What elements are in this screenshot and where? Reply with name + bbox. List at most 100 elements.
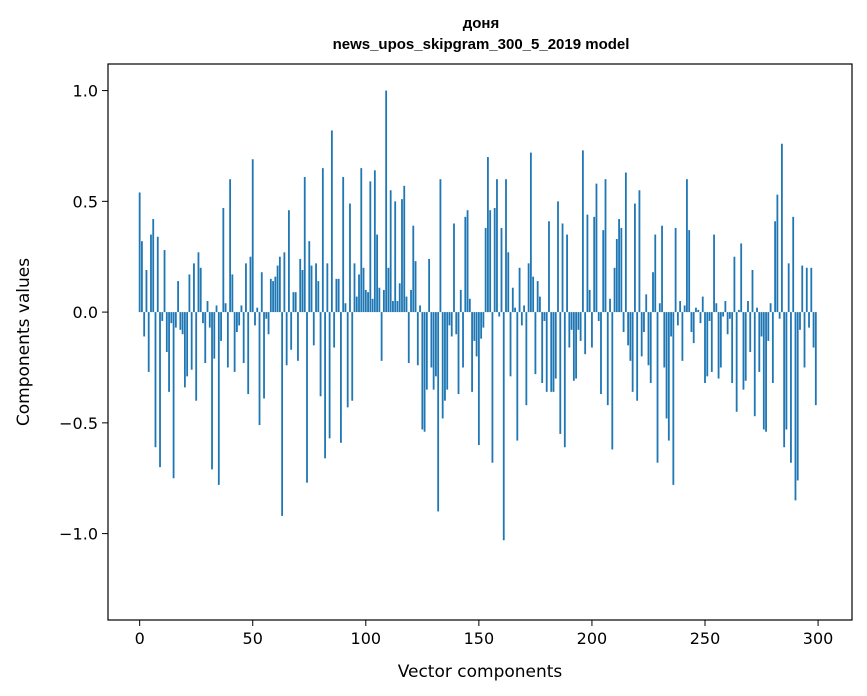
bar	[543, 312, 546, 321]
bar	[328, 312, 331, 439]
bar	[466, 210, 469, 313]
bar	[240, 305, 243, 313]
bar	[177, 281, 180, 313]
bar	[516, 312, 519, 441]
bar	[204, 312, 207, 364]
bar	[740, 243, 743, 313]
bar	[351, 312, 354, 401]
bar	[520, 312, 523, 326]
bar	[437, 312, 440, 512]
bar	[373, 170, 376, 313]
bar	[222, 207, 225, 313]
bar	[749, 312, 752, 352]
bar	[272, 281, 274, 313]
bar	[308, 241, 311, 313]
bar	[656, 312, 659, 463]
bar	[459, 289, 462, 313]
x-axis-label: Vector components	[398, 662, 563, 682]
chart-title: доня	[463, 15, 500, 32]
bar	[500, 227, 503, 313]
bar	[423, 312, 426, 432]
bar	[401, 199, 403, 313]
bar	[172, 312, 175, 479]
bar	[238, 312, 241, 326]
bar	[767, 312, 770, 341]
bar	[482, 312, 485, 328]
bar	[568, 312, 571, 348]
bar	[588, 289, 591, 313]
bar	[643, 312, 645, 333]
bar	[570, 312, 573, 330]
bar	[627, 312, 630, 346]
bar	[468, 298, 471, 313]
bar	[156, 236, 159, 313]
bar	[803, 312, 806, 368]
bar	[776, 194, 779, 313]
bar	[193, 263, 195, 313]
bar	[398, 283, 401, 313]
bar	[419, 305, 421, 313]
bar	[663, 312, 666, 368]
bar	[152, 219, 155, 313]
x-tick-label: 150	[464, 629, 495, 648]
bar	[310, 265, 313, 313]
bar	[274, 276, 277, 313]
bar	[181, 312, 184, 335]
bar	[197, 252, 200, 313]
bar	[550, 312, 553, 392]
bar	[154, 312, 157, 448]
bar	[771, 312, 774, 383]
bar	[285, 312, 288, 366]
bar	[717, 312, 720, 379]
y-tick-label: 1.0	[73, 82, 98, 101]
bar	[208, 312, 211, 328]
bar	[667, 312, 670, 441]
bar	[498, 312, 501, 317]
bar	[747, 301, 749, 313]
bar	[814, 312, 817, 406]
bar	[233, 312, 236, 372]
bar	[557, 201, 559, 313]
bar	[231, 274, 234, 313]
bar	[455, 312, 458, 335]
bar	[251, 159, 254, 313]
bar	[688, 230, 691, 313]
bar	[670, 312, 672, 337]
bar	[405, 296, 408, 313]
bar	[611, 312, 614, 450]
bar	[360, 168, 363, 313]
bar	[392, 301, 394, 313]
bar	[618, 219, 620, 313]
bar	[692, 312, 695, 344]
bar	[450, 312, 453, 337]
bar	[457, 312, 460, 395]
y-tick-label: −0.5	[59, 414, 98, 433]
bar	[742, 312, 745, 390]
bar	[326, 263, 329, 313]
x-tick-label: 50	[243, 629, 263, 648]
bar	[396, 301, 399, 313]
y-tick-label: 0.5	[73, 192, 98, 211]
y-axis-label: Components values	[14, 258, 34, 426]
bar	[446, 312, 449, 390]
bar	[532, 276, 535, 313]
bar	[306, 312, 308, 483]
bar	[188, 274, 191, 313]
bar	[704, 312, 706, 383]
bar	[321, 168, 324, 313]
bar-series	[138, 90, 817, 541]
bar	[174, 312, 177, 328]
bar	[765, 312, 767, 432]
bar	[545, 312, 548, 392]
bar	[315, 263, 317, 313]
bar	[369, 181, 372, 313]
bar	[475, 312, 478, 357]
bar	[453, 223, 455, 313]
bar	[647, 312, 650, 366]
bar	[403, 185, 406, 313]
bar	[758, 312, 761, 372]
plot-frame	[107, 63, 853, 621]
bar	[523, 305, 525, 313]
bar	[760, 312, 763, 337]
bar	[812, 312, 815, 348]
